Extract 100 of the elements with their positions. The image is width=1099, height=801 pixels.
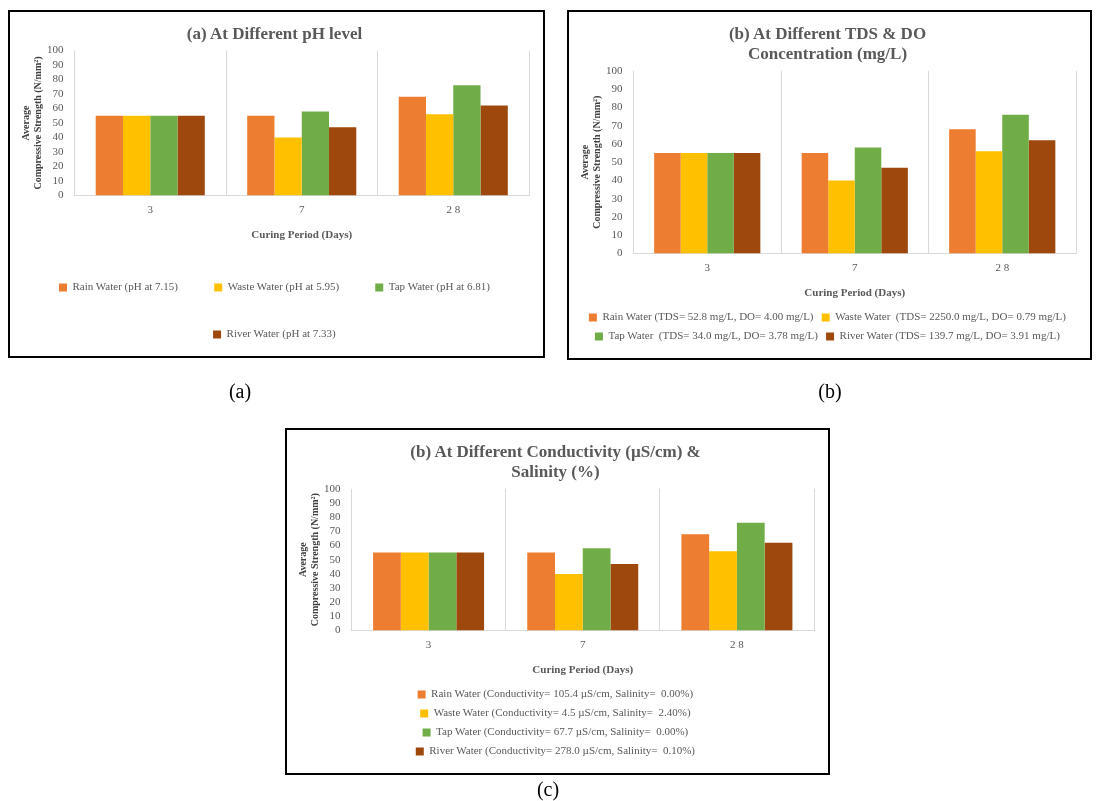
text: (c) <box>535 778 561 801</box>
y-tick-label: 20 <box>52 159 64 172</box>
bar <box>680 153 708 254</box>
x-tick-label: 3 <box>704 261 711 274</box>
chart-title: (b) At Different TDS & DO Concentration (mg/L) <box>728 23 927 63</box>
bar <box>654 153 681 254</box>
bar <box>707 153 734 254</box>
bar <box>709 551 737 631</box>
y-axis-title: Average Compressive Strength (N/mm²) <box>296 493 321 627</box>
bar <box>247 115 275 196</box>
bar <box>527 552 555 631</box>
y-tick-label: 20 <box>611 209 623 222</box>
bar <box>150 115 178 196</box>
bar <box>428 552 457 631</box>
y-tick-label: 60 <box>52 101 64 114</box>
y-tick-label: 50 <box>52 115 64 128</box>
bar <box>301 111 330 196</box>
bar <box>764 542 793 631</box>
legend-label: Tap Water (TDS= 34.0 mg/L, DO= 3.78 mg/L) <box>608 329 819 343</box>
bar <box>400 552 429 631</box>
y-tick-label: 90 <box>611 81 623 94</box>
legend-label: Waste Water (pH at 5.95) <box>227 280 340 294</box>
bar <box>425 114 454 196</box>
y-tick-label: 20 <box>329 595 341 608</box>
legend-label: Tap Water (Conductivity= 67.7 µS/cm, Salinity= 0.00%) <box>436 725 689 739</box>
y-tick-label: 50 <box>611 155 623 168</box>
y-tick-label: 30 <box>611 191 623 204</box>
y-tick-label: 90 <box>52 57 64 70</box>
bar <box>329 127 357 196</box>
bar <box>881 167 908 254</box>
x-tick-label: 2 8 <box>995 261 1010 274</box>
bar <box>736 522 765 631</box>
bar <box>398 96 426 196</box>
y-tick-label: 70 <box>52 86 64 99</box>
y-tick-label: 80 <box>611 100 623 113</box>
legend-label: River Water (pH at 7.33) <box>226 327 337 341</box>
bar <box>456 552 485 631</box>
bar <box>582 548 611 631</box>
text: (a) <box>227 380 253 403</box>
x-tick-label: 3 <box>425 638 432 651</box>
bar <box>453 85 481 196</box>
bar <box>274 137 302 196</box>
bar <box>1028 140 1056 254</box>
x-axis-title: Curing Period (Days) <box>804 286 906 300</box>
bar <box>975 151 1003 254</box>
legend-label: River Water (Conductivity= 278.0 µS/cm, Salinity= 0.10%) <box>429 744 696 758</box>
legend-label: Rain Water (Conductivity= 105.4 µS/cm, Salinity= 0.00%) <box>431 687 694 701</box>
y-tick-label: 40 <box>611 173 623 186</box>
y-tick-label: 10 <box>329 609 341 622</box>
x-axis-title: Curing Period (Days) <box>532 663 634 677</box>
bar <box>95 115 123 196</box>
y-tick-label: 60 <box>329 538 341 551</box>
x-axis-title: Curing Period (Days) <box>251 228 353 242</box>
y-tick-label: 60 <box>611 136 623 149</box>
y-tick-label: 90 <box>329 495 341 508</box>
legend-label: River Water (TDS= 139.7 mg/L, DO= 3.91 mg/L) <box>839 329 1061 343</box>
y-tick-label: 30 <box>52 144 64 157</box>
y-tick-label: 40 <box>52 130 64 143</box>
text: (b) <box>817 380 843 403</box>
y-tick-label: 80 <box>329 510 341 523</box>
x-tick-label: 7 <box>580 638 586 651</box>
y-axis-title: Average Compressive Strength (N/mm²) <box>578 95 603 229</box>
y-tick-label: 80 <box>52 72 64 85</box>
chart-title: (b) At Different Conductivity (µS/cm) & Salinity (%) <box>410 441 701 481</box>
y-tick-label: 100 <box>606 63 623 76</box>
x-tick-label: 2 8 <box>446 203 461 216</box>
y-tick-label: 30 <box>329 580 341 593</box>
legend-label: Rain Water (pH at 7.15) <box>72 280 179 294</box>
bar <box>1002 114 1029 254</box>
bar <box>828 180 855 254</box>
bar <box>733 153 761 254</box>
y-tick-label: 100 <box>324 481 341 494</box>
bar <box>555 573 583 631</box>
y-tick-label: 100 <box>47 43 64 56</box>
y-tick-label: 70 <box>329 524 341 537</box>
bar <box>610 563 639 631</box>
legend-label: Rain Water (TDS= 52.8 mg/L, DO= 4.00 mg/L) <box>602 310 814 324</box>
bar <box>480 105 508 196</box>
x-tick-label: 7 <box>299 203 305 216</box>
y-axis-title: Average Compressive Strength (N/mm²) <box>19 56 44 190</box>
x-tick-label: 3 <box>147 203 154 216</box>
legend-label: Tap Water (pH at 6.81) <box>388 280 491 294</box>
bar <box>681 534 710 631</box>
y-tick-label: 0 <box>58 188 64 201</box>
bar <box>949 129 976 254</box>
bar <box>122 115 151 196</box>
y-tick-label: 40 <box>329 566 341 579</box>
bar <box>177 115 205 196</box>
bar <box>801 153 829 254</box>
y-tick-label: 0 <box>335 623 341 636</box>
legend-label: Waste Water (Conductivity= 4.5 µS/cm, Salinity= 2.40%) <box>433 706 691 720</box>
y-tick-label: 0 <box>617 246 623 259</box>
x-tick-label: 2 8 <box>730 638 745 651</box>
x-tick-label: 7 <box>852 261 858 274</box>
bar <box>373 552 401 631</box>
y-tick-label: 10 <box>52 173 64 186</box>
legend-label: Waste Water (TDS= 2250.0 mg/L, DO= 0.79 mg/L) <box>835 310 1067 324</box>
y-tick-label: 10 <box>611 228 623 241</box>
y-tick-label: 50 <box>329 552 341 565</box>
y-tick-label: 70 <box>611 118 623 131</box>
